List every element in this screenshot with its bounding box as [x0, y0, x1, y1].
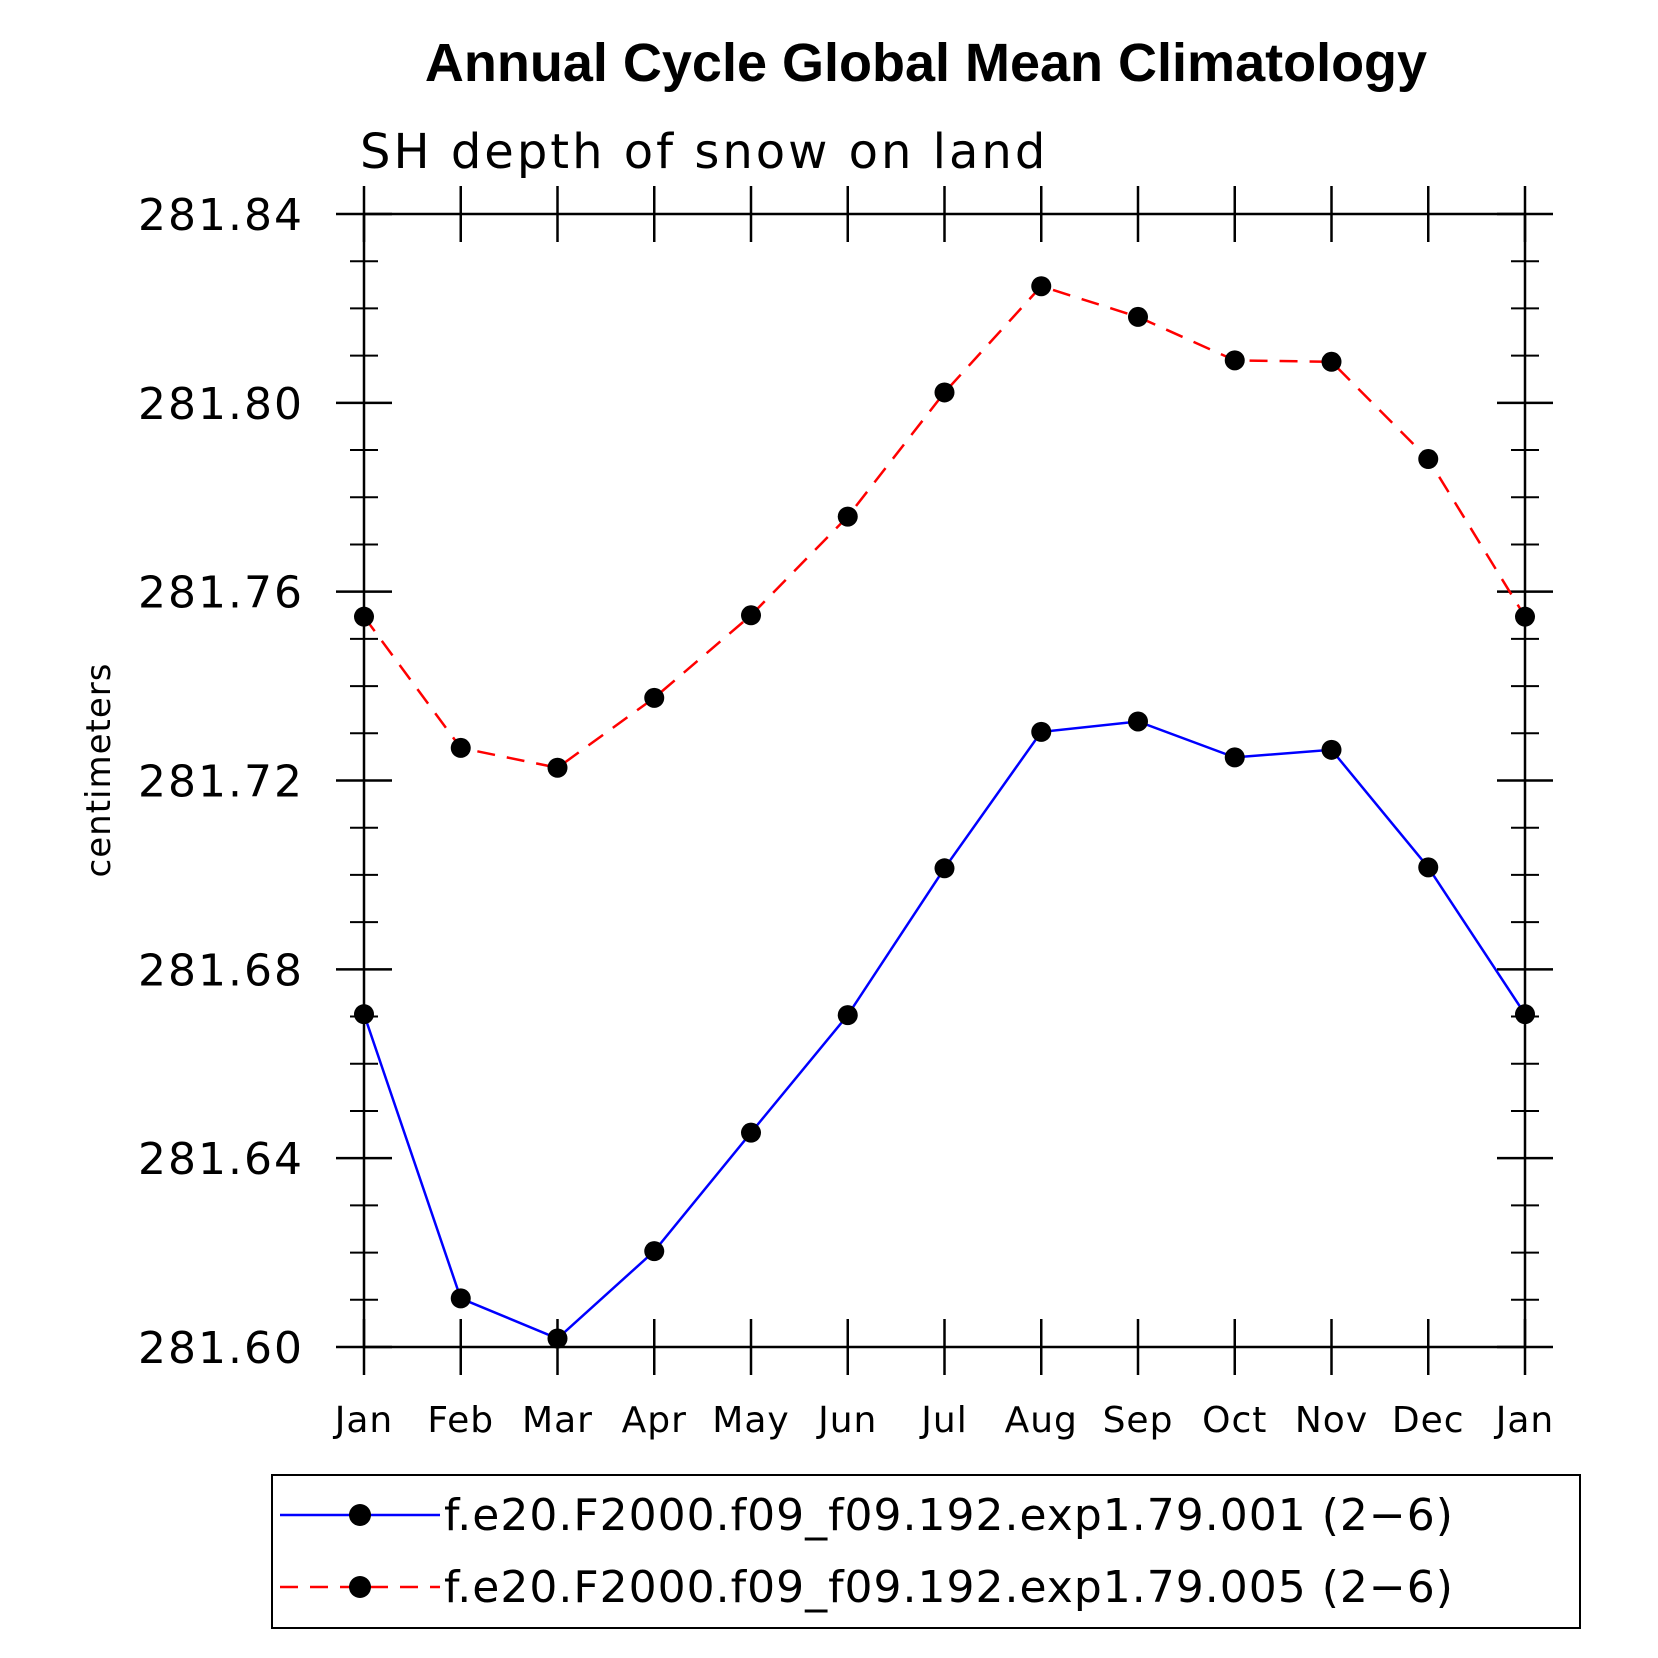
axes: 281.84 281.80 281.76 281.72 281.68 281.64 281.… [138, 186, 1555, 1441]
data-point-series-2 [1224, 350, 1245, 371]
data-point-series-2 [354, 606, 374, 627]
legend-label-series-2: f.e20.F2000.f09_f09.192.exp1.79.005 (2−6… [444, 1562, 1454, 1613]
data-point-series-2 [1418, 449, 1439, 470]
x-tick-label: May [712, 1400, 789, 1441]
data-point-series-2 [450, 737, 471, 758]
y-tick-label: 281.60 [138, 1323, 304, 1374]
y-tick-label: 281.80 [138, 379, 304, 430]
data-point-series-1 [934, 858, 955, 879]
chart-title: Annual Cycle Global Mean Climatology [425, 33, 1427, 93]
x-tick-label: Dec [1392, 1400, 1465, 1441]
data-point-series-2 [741, 605, 761, 626]
x-tick-label: Feb [427, 1400, 494, 1441]
data-point-series-1 [547, 1328, 568, 1349]
legend-label-series-1: f.e20.F2000.f09_f09.192.exp1.79.001 (2−6… [444, 1490, 1454, 1541]
data-point-series-2 [547, 757, 568, 778]
data-point-series-1 [1418, 857, 1439, 878]
x-tick-label: Aug [1005, 1400, 1078, 1441]
data-point-series-2 [1031, 276, 1052, 297]
data-point-series-1 [741, 1122, 761, 1143]
legend-marker-series-1 [349, 1504, 371, 1526]
data-point-series-1 [1224, 747, 1245, 768]
data-point-series-2 [1321, 351, 1342, 372]
data-point-series-2 [1128, 306, 1148, 327]
y-tick-label: 281.76 [138, 568, 304, 619]
legend-box [271, 1474, 1581, 1629]
x-tick-label: Jan [1494, 1400, 1555, 1441]
data-point-series-1 [450, 1288, 471, 1309]
data-point-series-1 [354, 1004, 374, 1025]
legend-marker-series-2 [349, 1576, 371, 1598]
series-line-1 [362, 720, 1527, 1340]
data-point-series-1 [837, 1005, 858, 1026]
x-tick-label: Jun [816, 1400, 877, 1441]
y-tick-label: 281.72 [138, 757, 304, 808]
data-point-series-1 [644, 1241, 665, 1262]
data-point-series-2 [837, 506, 858, 527]
x-tick-label: Nov [1295, 1400, 1368, 1441]
x-tick-label: Jul [919, 1400, 967, 1441]
chart-subtitle: SH depth of snow on land [360, 124, 1048, 180]
data-point-series-2 [1515, 606, 1535, 627]
legend: f.e20.F2000.f09_f09.192.exp1.79.001 (2−6… [271, 1474, 1581, 1629]
data-point-series-2 [934, 382, 955, 403]
x-tick-label: Oct [1202, 1400, 1267, 1441]
series-line-2 [362, 284, 1527, 770]
series-layer [354, 276, 1535, 1349]
y-tick-label: 281.68 [138, 945, 304, 996]
x-tick-label: Mar [522, 1400, 593, 1441]
x-tick-label: Sep [1103, 1400, 1174, 1441]
data-point-series-1 [1128, 711, 1148, 732]
y-axis-label: centimeters [79, 663, 119, 878]
y-tick-label: 281.64 [138, 1134, 304, 1185]
y-tick-label: 281.84 [138, 190, 304, 241]
data-point-series-1 [1031, 721, 1052, 742]
data-point-series-2 [644, 687, 665, 708]
x-tick-label: Apr [622, 1400, 687, 1441]
data-point-series-1 [1515, 1004, 1535, 1025]
x-tick-label: Jan [333, 1400, 394, 1441]
data-point-series-1 [1321, 739, 1342, 760]
